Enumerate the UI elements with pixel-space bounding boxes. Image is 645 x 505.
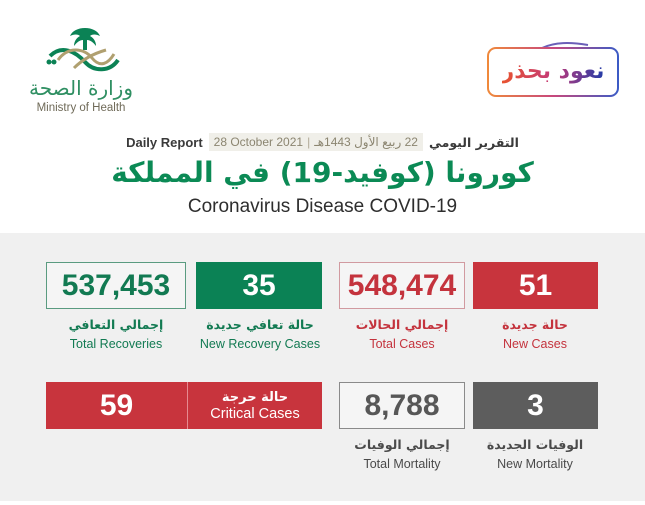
critical-cases-value: 59: [46, 382, 188, 429]
total-recoveries-label-en: Total Recoveries: [69, 337, 163, 351]
new-mortality-value: 3: [527, 388, 544, 422]
total-mortality-card: 8,788: [339, 382, 465, 429]
new-recoveries-card: 35: [196, 262, 322, 309]
new-mortality-label-en: New Mortality: [497, 457, 573, 471]
date-separator: |: [307, 135, 311, 149]
new-mortality-label-ar: الوفيات الجديدة: [486, 437, 584, 452]
page-title-english: Coronavirus Disease COVID-19: [187, 196, 458, 217]
new-recoveries-label-en: New Recovery Cases: [199, 337, 321, 351]
new-recoveries-label-ar: حالة تعافي جديدة: [206, 317, 314, 332]
report-line: Daily Report 28 October 2021 | 22 ربيع ا…: [0, 131, 645, 153]
total-mortality-label-ar: إجمالي الوفيات: [354, 437, 450, 452]
ministry-name-english: Ministry of Health: [36, 102, 126, 114]
critical-cases-label: حالة حرجة Critical Cases: [188, 382, 322, 429]
new-cases-label-ar: حالة جديدة: [502, 317, 568, 332]
report-header: وزارة الصحة Ministry of Health نعود بحذر…: [0, 0, 645, 233]
new-recoveries-value: 35: [242, 268, 276, 302]
campaign-text: نعود بحذر: [501, 59, 605, 84]
campaign-logo: نعود بحذر: [487, 47, 619, 97]
total-recoveries-value: 537,453: [61, 268, 171, 302]
report-date-box: 28 October 2021 | 22 ربيع الأول 1443هـ: [208, 133, 423, 151]
page-title-arabic: كورونا (كوفيد-19) في المملكة: [111, 156, 534, 189]
critical-cases-card: 59 حالة حرجة Critical Cases: [46, 382, 322, 429]
daily-report-label-en: Daily Report: [126, 134, 203, 150]
campaign-logo-inner: نعود بحذر: [489, 49, 617, 95]
swoosh-icon: [541, 42, 589, 49]
total-cases-value: 548,474: [347, 268, 457, 302]
hijri-date: 22 ربيع الأول 1443هـ: [314, 135, 418, 149]
total-mortality-label-en: Total Mortality: [363, 457, 441, 471]
gregorian-date: 28 October 2021: [213, 135, 304, 149]
total-cases-card: 548,474: [339, 262, 465, 309]
total-recoveries-card: 537,453: [46, 262, 186, 309]
total-cases-label-en: Total Cases: [369, 337, 435, 351]
new-mortality-card: 3: [473, 382, 598, 429]
ministry-of-health-logo: وزارة الصحة Ministry of Health: [26, 24, 136, 119]
critical-cases-label-en: Critical Cases: [210, 405, 300, 422]
critical-cases-label-ar: حالة حرجة: [221, 389, 289, 405]
new-cases-value: 51: [518, 268, 553, 302]
ministry-name-arabic: وزارة الصحة: [29, 76, 133, 100]
new-cases-label-en: New Cases: [503, 337, 567, 351]
new-cases-card: 51: [473, 262, 598, 309]
total-recoveries-label-ar: إجمالي التعافي: [68, 317, 164, 332]
total-mortality-value: 8,788: [364, 388, 440, 422]
palm-swords-emblem-icon: [46, 28, 120, 72]
daily-report-label-ar: التقرير اليومي: [428, 134, 519, 150]
total-cases-label-ar: إجمالي الحالات: [355, 317, 449, 332]
